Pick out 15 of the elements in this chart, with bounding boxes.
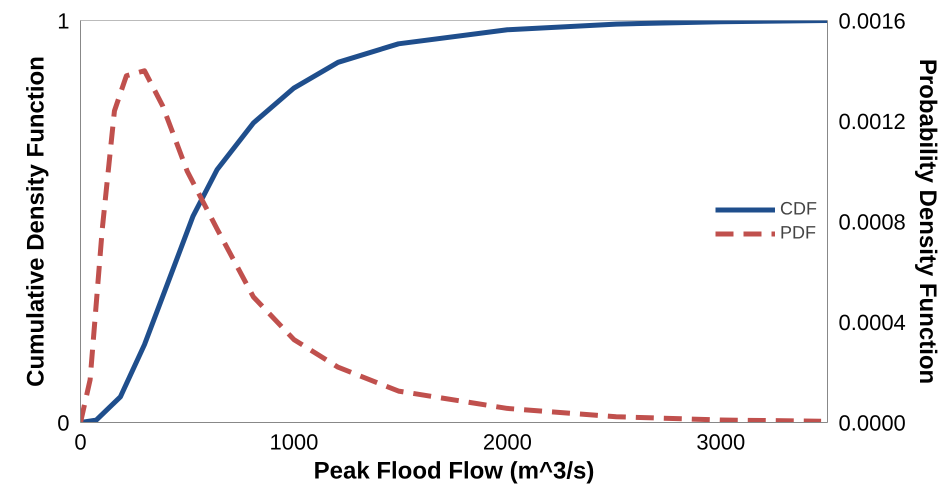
y2-tick-label: 0.0000 [838, 410, 906, 436]
y2-tick-label: 0.0012 [838, 109, 906, 134]
y2-tick-label: 0.0008 [838, 210, 906, 234]
y-axis-title: Cumulative Density Function [22, 56, 50, 387]
x-tick-label: 2000 [482, 430, 532, 454]
x-tick-label: 3000 [696, 430, 746, 454]
x-axis-title: Peak Flood Flow (m^3/s) [314, 458, 594, 484]
y2-tick-label: 0.0004 [838, 310, 906, 335]
x-tick-label: 1000 [269, 430, 318, 454]
legend-label: PDF [780, 222, 816, 244]
x-tick-label: 0 [74, 430, 87, 454]
legend-label: CDF [780, 198, 817, 220]
y2-tick-label: 0.0016 [838, 8, 906, 34]
y-tick-label: 1 [57, 8, 70, 34]
y2-axis-title: Probability Density Function [914, 58, 941, 384]
